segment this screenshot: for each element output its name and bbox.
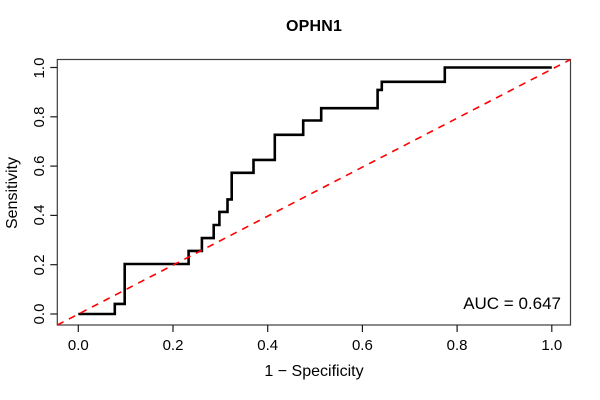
y-tick-label: 0.6 bbox=[31, 155, 48, 177]
x-axis-label: 1 − Specificity bbox=[264, 363, 364, 380]
plot-title: OPHN1 bbox=[285, 18, 343, 35]
x-tick-label: 0.4 bbox=[257, 337, 279, 354]
y-tick-label: 0.4 bbox=[31, 204, 48, 226]
y-tick-label: 0.2 bbox=[31, 254, 48, 276]
x-tick-label: 0.0 bbox=[67, 337, 89, 354]
y-axis-label: Sensitivity bbox=[4, 156, 21, 230]
y-tick-label: 0.8 bbox=[31, 106, 48, 128]
y-tick-label: 1.0 bbox=[31, 57, 48, 78]
plot-box bbox=[56, 58, 572, 326]
x-tick-label: 1.0 bbox=[541, 337, 563, 354]
auc-annotation: AUC = 0.647 bbox=[463, 294, 561, 313]
x-tick-label: 0.2 bbox=[162, 337, 184, 354]
x-tick-label: 0.8 bbox=[446, 337, 468, 354]
plot-lines bbox=[56, 58, 571, 326]
axis-tick-marks bbox=[50, 66, 553, 332]
y-tick-label: 0.0 bbox=[31, 303, 48, 325]
roc-curve bbox=[78, 66, 552, 316]
diagonal-reference-line bbox=[56, 58, 571, 326]
x-tick-label: 0.6 bbox=[351, 337, 373, 354]
